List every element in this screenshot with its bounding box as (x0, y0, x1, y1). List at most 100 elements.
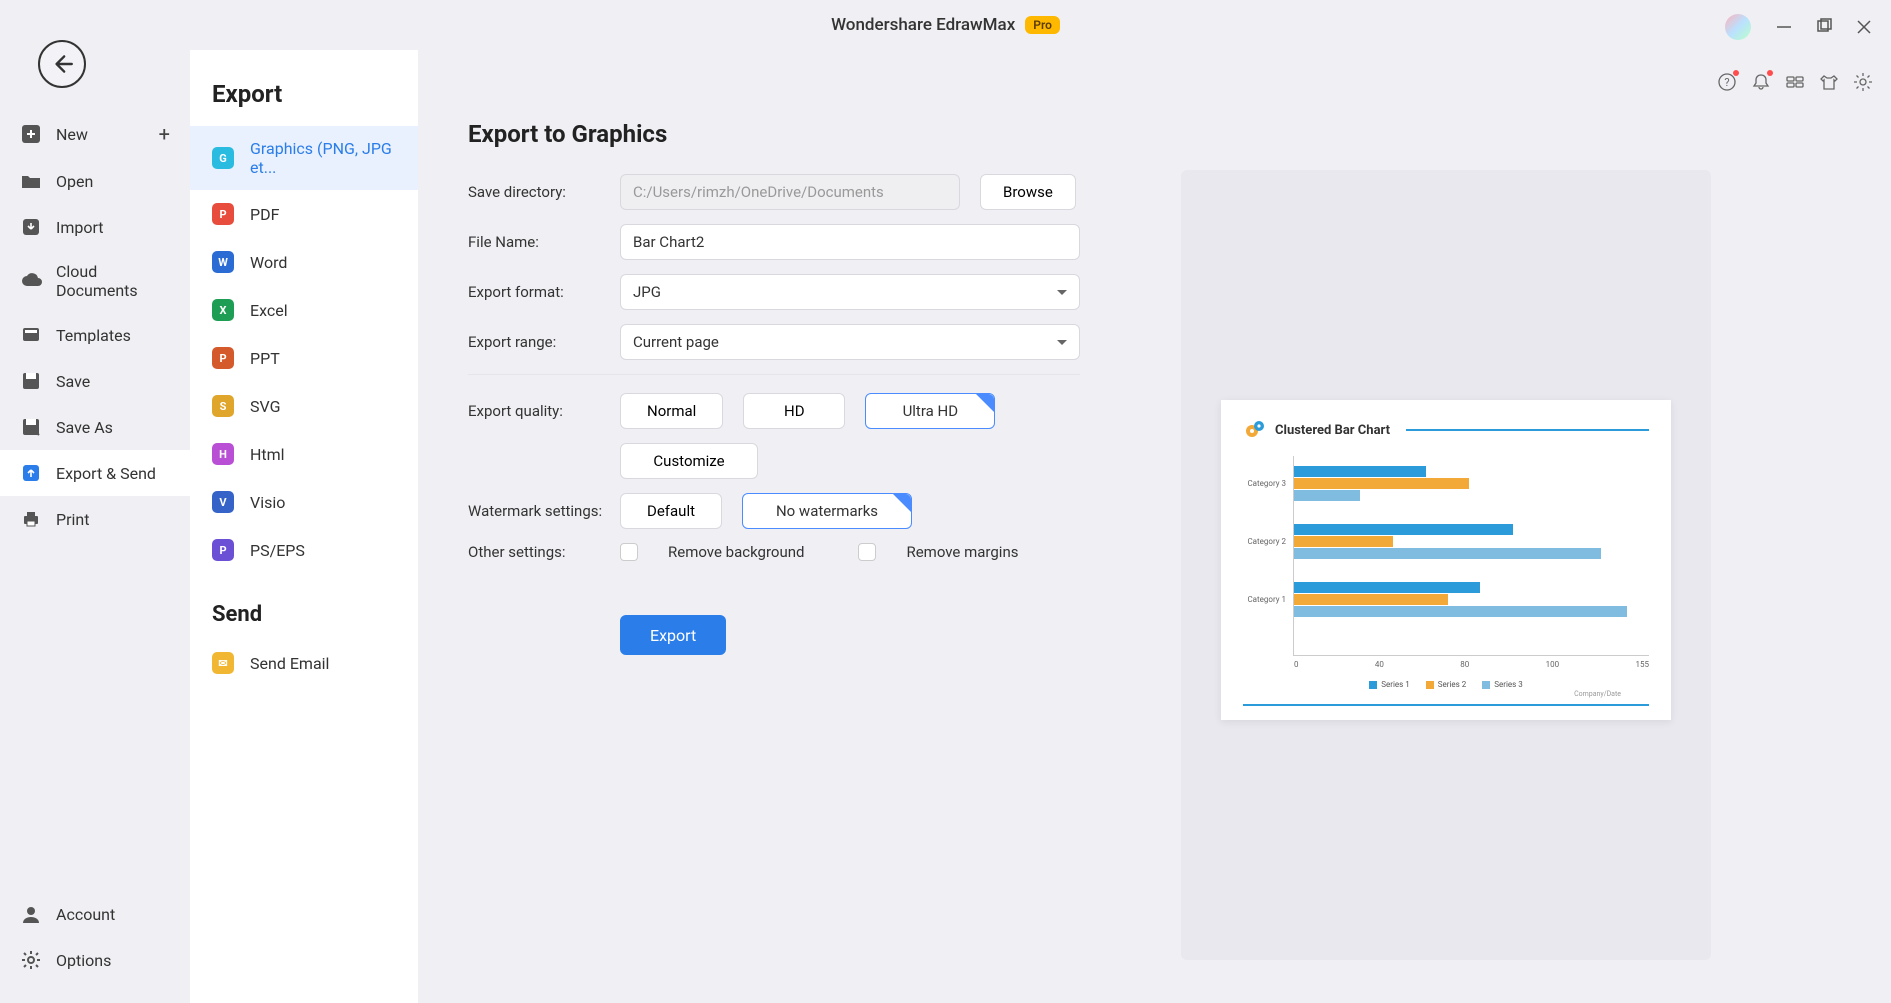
format-select[interactable]: JPG (620, 274, 1080, 310)
export-type-visio[interactable]: V Visio (190, 478, 418, 526)
sidebar-item-label: Options (56, 951, 111, 970)
export-type-label: PPT (250, 349, 280, 368)
quality-hd[interactable]: HD (743, 393, 845, 429)
sidebar-item-account[interactable]: Account (0, 891, 190, 937)
export-type-pdf[interactable]: P PDF (190, 190, 418, 238)
plus-square-icon (20, 123, 42, 145)
send-heading: Send (190, 574, 418, 639)
sidebar-item-label: Import (56, 218, 104, 237)
folder-icon (20, 170, 42, 192)
file-icon: P (212, 347, 234, 369)
sidebar-item-open[interactable]: Open (0, 158, 190, 204)
export-type-send-email[interactable]: ✉Send Email (190, 639, 418, 687)
form-heading: Export to Graphics (468, 120, 1841, 148)
sidebar-item-cloud-documents[interactable]: Cloud Documents (0, 250, 190, 312)
quality-customize[interactable]: Customize (620, 443, 758, 479)
divider (468, 374, 1080, 375)
sidebar-item-label: Export & Send (56, 464, 156, 483)
file-icon: ✉ (212, 652, 234, 674)
range-select[interactable]: Current page (620, 324, 1080, 360)
plus-icon[interactable]: + (159, 122, 170, 146)
export-type-label: Visio (250, 493, 285, 512)
sidebar-item-label: Account (56, 905, 115, 924)
export-type-label: SVG (250, 397, 280, 416)
sidebar-item-import[interactable]: Import (0, 204, 190, 250)
sidebar-item-label: Open (56, 172, 93, 191)
quality-normal[interactable]: Normal (620, 393, 723, 429)
quality-ultrahd[interactable]: Ultra HD (865, 393, 995, 429)
preview-title: Clustered Bar Chart (1243, 418, 1649, 442)
x-tick: 40 (1375, 660, 1384, 669)
export-type-label: PS/EPS (250, 541, 305, 560)
quality-label: Export quality: (468, 402, 620, 420)
category-label: Category 3 (1242, 479, 1286, 488)
sidebar-item-label: Templates (56, 326, 131, 345)
sidebar: New + Open Import Cloud Documents Templates Sa… (0, 100, 190, 1003)
export-button[interactable]: Export (620, 615, 726, 655)
sidebar-item-save-as[interactable]: Save As (0, 404, 190, 450)
export-type-html[interactable]: HHtml (190, 430, 418, 478)
export-type-label: PDF (250, 205, 279, 224)
export-type-label: Excel (250, 301, 288, 320)
export-type-label: Graphics (PNG, JPG et... (250, 139, 396, 177)
sidebar-item-options[interactable]: Options (0, 937, 190, 983)
file-icon: P (212, 539, 234, 561)
export-type-label: Word (250, 253, 287, 272)
x-tick: 100 (1546, 660, 1560, 669)
sidebar-item-templates[interactable]: Templates (0, 312, 190, 358)
save-as-icon (20, 416, 42, 438)
export-heading: Export (190, 80, 418, 126)
sidebar-item-save[interactable]: Save (0, 358, 190, 404)
export-type-word[interactable]: WWord (190, 238, 418, 286)
export-type-panel: Export G Graphics (PNG, JPG et... P PDF WWor… (190, 50, 418, 1003)
gear-icon (20, 949, 42, 971)
sidebar-item-export-send[interactable]: Export & Send (0, 450, 190, 496)
export-type-svg[interactable]: SSVG (190, 382, 418, 430)
save-icon (20, 370, 42, 392)
legend-item: Series 3 (1482, 680, 1523, 689)
file-icon: X (212, 299, 234, 321)
remove-margins-checkbox[interactable] (858, 543, 876, 561)
bar (1294, 490, 1360, 501)
bar (1294, 478, 1469, 489)
file-icon: G (212, 147, 234, 169)
back-button[interactable] (38, 40, 86, 88)
cloud-icon (20, 270, 42, 292)
file-icon: P (212, 203, 234, 225)
sidebar-item-print[interactable]: Print (0, 496, 190, 542)
download-box-icon (20, 216, 42, 238)
bar (1294, 594, 1448, 605)
remove-margins-label: Remove margins (906, 543, 1018, 561)
bar (1294, 606, 1627, 617)
export-type-ps-eps[interactable]: P PS/EPS (190, 526, 418, 574)
file-icon: V (212, 491, 234, 513)
export-type-ppt[interactable]: P PPT (190, 334, 418, 382)
sidebar-item-label: New (56, 125, 88, 144)
export-type-graphics-png-jpg-et-[interactable]: G Graphics (PNG, JPG et... (190, 126, 418, 190)
bar (1294, 582, 1480, 593)
arrow-left-icon (49, 51, 75, 77)
export-type-label: Html (250, 445, 285, 464)
gear-icon (1243, 418, 1267, 442)
maximize-icon[interactable] (1815, 18, 1833, 36)
browse-button[interactable]: Browse (980, 174, 1076, 210)
watermark-none[interactable]: No watermarks (742, 493, 912, 529)
avatar-icon[interactable] (1725, 14, 1751, 40)
sidebar-item-new[interactable]: New + (0, 110, 190, 158)
export-type-excel[interactable]: X Excel (190, 286, 418, 334)
watermark-default[interactable]: Default (620, 493, 722, 529)
legend-item: Series 1 (1369, 680, 1410, 689)
company-label: Company/Date (1574, 690, 1621, 698)
close-icon[interactable] (1855, 18, 1873, 36)
pro-badge: Pro (1025, 16, 1060, 34)
minimize-icon[interactable] (1775, 18, 1793, 36)
category-label: Category 2 (1242, 537, 1286, 546)
chart-legend: Series 1 Series 2 Series 3 (1243, 680, 1649, 689)
filename-input[interactable] (620, 224, 1080, 260)
legend-item: Series 2 (1426, 680, 1467, 689)
range-label: Export range: (468, 333, 620, 351)
bar (1294, 536, 1393, 547)
remove-bg-checkbox[interactable] (620, 543, 638, 561)
sidebar-item-label: Print (56, 510, 89, 529)
sidebar-item-label: Cloud Documents (56, 262, 170, 300)
